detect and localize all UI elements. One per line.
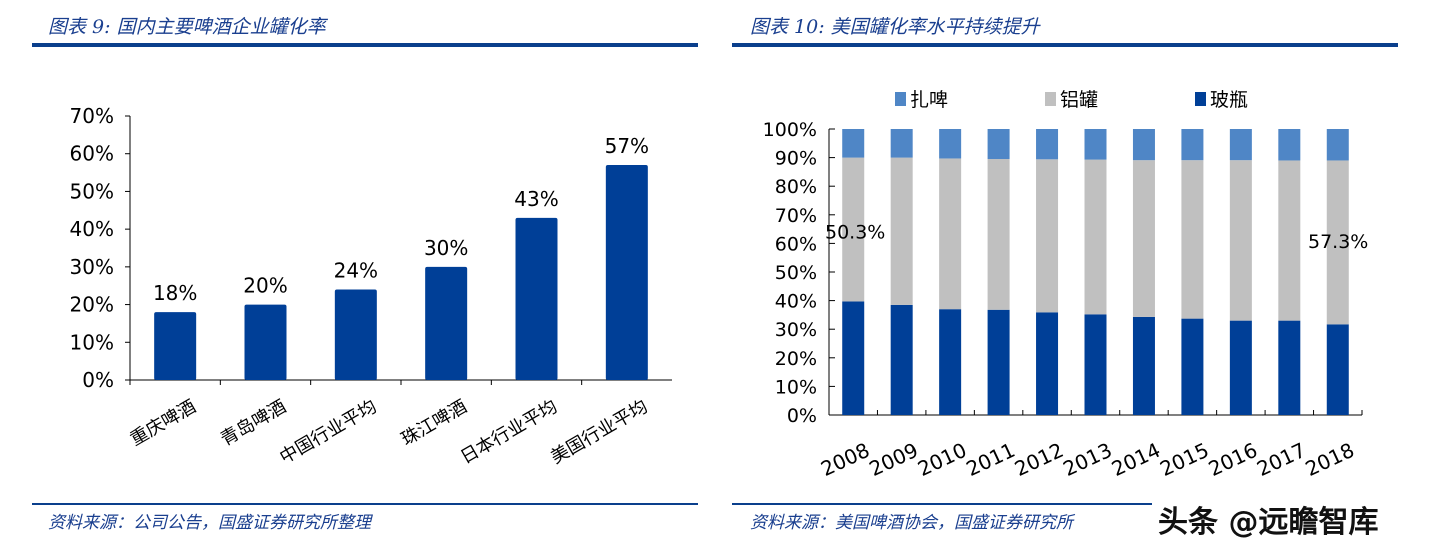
right-bar-扎啤 <box>1229 129 1252 161</box>
right-bar-扎啤 <box>939 129 962 159</box>
right-bar-铝罐 <box>1278 160 1301 321</box>
right-bar-玻瓶 <box>1132 316 1155 415</box>
right-bar-铝罐 <box>1181 160 1204 319</box>
right-bar-玻瓶 <box>890 304 913 415</box>
left-x-tick-label: 重庆啤酒 <box>127 396 200 450</box>
left-data-label: 20% <box>243 274 287 298</box>
left-title-rule <box>32 43 698 47</box>
left-source: 资料来源：公司公告，国盛证券研究所整理 <box>48 513 371 533</box>
right-bar-玻瓶 <box>1084 314 1107 415</box>
left-bar <box>515 217 558 380</box>
right-bar-扎啤 <box>1181 129 1204 161</box>
left-data-label: 57% <box>605 134 649 158</box>
left-data-label: 30% <box>424 236 468 260</box>
right-bar-铝罐 <box>1229 160 1252 321</box>
left-x-tick-label: 青岛啤酒 <box>217 396 290 450</box>
left-y-tick-label: 60% <box>70 142 114 166</box>
left-data-label: 43% <box>514 187 558 211</box>
right-bar-铝罐 <box>939 158 962 310</box>
right-y-tick-label: 10% <box>775 376 817 398</box>
left-data-label: 24% <box>334 258 378 282</box>
right-y-tick-label: 40% <box>775 291 817 313</box>
right-x-tick-label: 2018 <box>1302 438 1358 481</box>
right-bar-铝罐 <box>842 157 865 302</box>
right-y-tick-label: 50% <box>775 262 817 284</box>
left-y-tick-label: 50% <box>70 179 114 203</box>
right-bar-扎啤 <box>842 129 865 158</box>
right-title-rule <box>732 43 1398 47</box>
left-data-label: 18% <box>153 281 197 305</box>
left-bar <box>334 289 377 380</box>
legend-swatch <box>1045 92 1056 106</box>
legend-swatch <box>895 92 906 106</box>
right-y-tick-label: 0% <box>787 405 817 427</box>
right-bar-玻瓶 <box>1036 312 1059 415</box>
left-y-tick-label: 40% <box>70 217 114 241</box>
left-chart-title: 图表 9: 国内主要啤酒企业罐化率 <box>48 16 326 38</box>
left-bar <box>605 165 648 380</box>
right-y-tick-label: 60% <box>775 233 817 255</box>
right-bar-扎啤 <box>1326 129 1349 161</box>
right-bar-玻瓶 <box>987 309 1010 415</box>
right-bar-玻瓶 <box>1181 318 1204 415</box>
right-bar-玻瓶 <box>939 309 962 415</box>
left-bar <box>244 304 287 380</box>
left-y-tick-label: 70% <box>70 104 114 128</box>
left-bar <box>425 266 468 380</box>
left-bar <box>154 312 197 380</box>
left-x-tick-label: 珠江啤酒 <box>398 396 471 450</box>
legend-label: 玻瓶 <box>1210 89 1248 111</box>
right-y-tick-label: 30% <box>775 319 817 341</box>
right-bar-铝罐 <box>1084 159 1107 315</box>
right-bar-铝罐 <box>1132 160 1155 317</box>
right-bar-扎啤 <box>987 129 1010 160</box>
left-x-tick-label: 中国行业平均 <box>276 396 380 468</box>
right-bar-铝罐 <box>1326 160 1349 325</box>
right-bar-玻瓶 <box>1326 324 1349 415</box>
right-bar-玻瓶 <box>842 301 865 415</box>
right-bar-铝罐 <box>987 159 1010 310</box>
legend-label: 扎啤 <box>910 89 948 111</box>
right-source-rule <box>732 503 1152 505</box>
right-source: 资料来源：美国啤酒协会，国盛证券研究所 <box>750 513 1073 533</box>
right-chart-title: 图表 10: 美国罐化率水平持续提升 <box>750 16 1040 38</box>
right-y-tick-label: 20% <box>775 348 817 370</box>
left-x-tick-label: 日本行业平均 <box>457 396 561 468</box>
right-y-tick-label: 90% <box>775 148 817 170</box>
right-bar-扎啤 <box>890 129 913 158</box>
left-y-tick-label: 0% <box>82 368 114 392</box>
left-y-tick-label: 20% <box>70 293 114 317</box>
left-y-tick-label: 10% <box>70 330 114 354</box>
right-y-tick-label: 70% <box>775 205 817 227</box>
left-source-rule <box>32 503 698 505</box>
right-bar-扎啤 <box>1036 129 1059 160</box>
right-bar-铝罐 <box>1036 159 1059 313</box>
right-annotation: 50.3% <box>825 221 885 243</box>
right-bar-扎啤 <box>1278 129 1301 161</box>
right-bar-玻瓶 <box>1278 320 1301 415</box>
right-annotation: 57.3% <box>1308 231 1368 253</box>
left-x-tick-label: 美国行业平均 <box>547 396 651 468</box>
right-y-tick-label: 100% <box>763 119 817 141</box>
right-bar-扎啤 <box>1132 129 1155 161</box>
left-y-tick-label: 30% <box>70 255 114 279</box>
right-bar-扎啤 <box>1084 129 1107 160</box>
legend-swatch <box>1195 92 1206 106</box>
right-y-tick-label: 80% <box>775 176 817 198</box>
legend-label: 铝罐 <box>1060 89 1098 111</box>
right-bar-铝罐 <box>890 157 913 305</box>
right-bar-玻瓶 <box>1229 320 1252 415</box>
watermark: 头条 @远瞻智库 <box>1158 505 1379 540</box>
